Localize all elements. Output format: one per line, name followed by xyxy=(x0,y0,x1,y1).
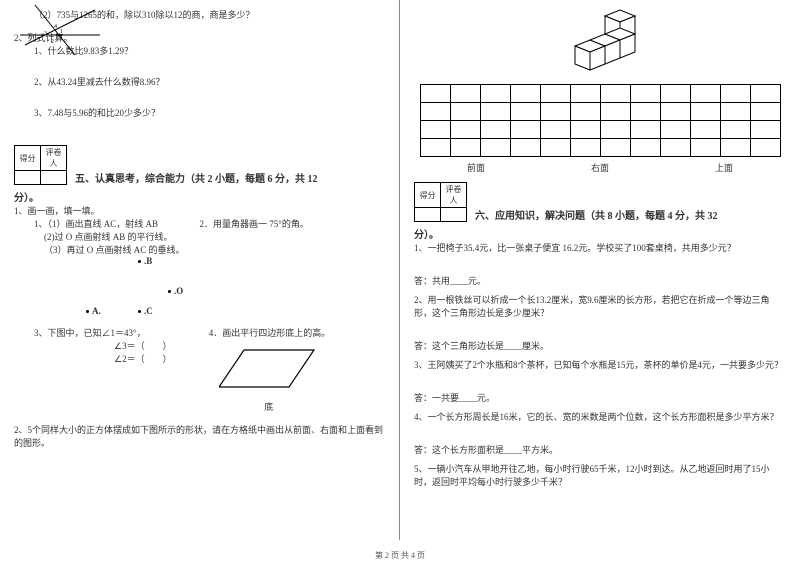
a6-1: 答：共用____元。 xyxy=(414,274,786,287)
score-table-5: 得分 评卷人 xyxy=(14,145,67,185)
right-column: 前面 右面 上面 得分 评卷人 六、应用知识，解决问题（共 8 小题，每题 4 … xyxy=(400,0,800,540)
q6-5: 5、一辆小汽车从甲地开往乙地，每小时行驶65千米，12小时到达。从乙地返回时用了… xyxy=(414,462,786,488)
q6-2: 2、用一根铁丝可以折成一个长13.2厘米，宽9.6厘米的长方形，若把它在折成一个… xyxy=(414,293,786,319)
svg-text:1: 1 xyxy=(60,29,63,35)
score-label: 得分 xyxy=(15,146,41,171)
section5-tail: 分）。 xyxy=(14,189,385,204)
score-label-6: 得分 xyxy=(415,183,441,208)
section5-title: 五、认真思考，综合能力（共 2 小题，每题 6 分，共 12 xyxy=(75,170,318,185)
parallelogram-icon xyxy=(219,345,319,400)
right-label: 右面 xyxy=(591,161,609,174)
section6-header: 得分 评卷人 六、应用知识，解决问题（共 8 小题，每题 4 分，共 32 xyxy=(414,182,786,222)
top-label: 上面 xyxy=(715,161,733,174)
q5-1r: 2．用量角器画一 75°的角。 xyxy=(200,217,386,230)
angle3: ∠3＝（ ） xyxy=(114,339,209,352)
q2-2: 2、从43.24里减去什么数得8.96？ xyxy=(34,75,385,88)
a6-2: 答：这个三角形边长是____厘米。 xyxy=(414,339,786,352)
grid-paper xyxy=(420,84,781,157)
q5-4: 4．画出平行四边形底上的高。 xyxy=(209,326,385,339)
q5-1-header: 1、画一画，填一填。 xyxy=(14,204,385,217)
svg-text:2: 2 xyxy=(51,39,54,45)
q6-1: 1、一把椅子35.4元，比一张桌子便宜 16.2元。学校买了100套桌椅，共用多… xyxy=(414,241,786,254)
label-b: .B xyxy=(144,256,152,266)
q5-1-1: 1、（1）画出直线 AC，射线 AB xyxy=(34,217,200,230)
q6-3: 3、王阿姨买了2个水瓶和8个茶杯，已知每个水瓶是15元，茶杯的单价是4元，一共要… xyxy=(414,358,786,371)
q5-1-2: (2)过 O 点画射线 AB 的平行线。 xyxy=(44,230,200,243)
page-footer: 第 2 页 共 4 页 xyxy=(0,550,800,561)
q5-1-3: （3）再过 O 点画射线 AC 的垂线。 xyxy=(44,243,200,256)
left-column: （2）735与1265的和，除以310除以12的商，商是多少？ 2、列式计算。 … xyxy=(0,0,400,540)
section6-title: 六、应用知识，解决问题（共 8 小题，每题 4 分，共 32 xyxy=(475,207,718,222)
grader-label: 评卷人 xyxy=(41,146,67,171)
a6-3: 答：一共要____元。 xyxy=(414,391,786,404)
view-labels: 前面 右面 上面 xyxy=(414,161,786,174)
cubes-icon xyxy=(550,8,650,78)
angle-diagram-icon: 1 2 3 4 xyxy=(20,0,100,55)
score-table-6: 得分 评卷人 xyxy=(414,182,467,222)
grader-label-6: 评卷人 xyxy=(441,183,467,208)
svg-text:4: 4 xyxy=(54,24,57,30)
angle2: ∠2＝（ ） xyxy=(114,352,209,365)
svg-text:3: 3 xyxy=(44,31,47,37)
points-diagram: .B .O A. .C xyxy=(14,256,385,326)
q5-3: 3、下图中，已知∠1＝43°， xyxy=(34,326,209,339)
section6-tail: 分）。 xyxy=(414,226,786,241)
label-o: .O xyxy=(174,286,183,296)
q6-4: 4、一个长方形周长是16米，它的长、宽的米数是两个位数，这个长方形面积是多少平方… xyxy=(414,410,786,423)
label-a: A. xyxy=(92,306,101,316)
q2-3: 3、7.48与5.96的和比20少多少？ xyxy=(34,106,385,119)
label-c: .C xyxy=(144,306,153,316)
q5-2: 2、5个同样大小的正方体摆成如下图所示的形状，请在方格纸中画出从前面、右面和上面… xyxy=(14,423,385,449)
front-label: 前面 xyxy=(467,161,485,174)
base-label: 底 xyxy=(219,400,319,413)
section5-header: 得分 评卷人 五、认真思考，综合能力（共 2 小题，每题 6 分，共 12 xyxy=(14,145,385,185)
a6-4: 答：这个长方形面积是____平方米。 xyxy=(414,443,786,456)
